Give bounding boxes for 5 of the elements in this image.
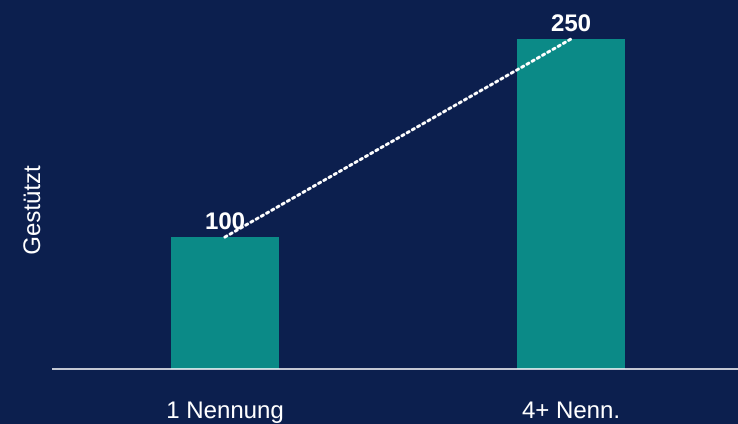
y-axis-title: Gestützt	[19, 164, 46, 255]
data-label: 100	[204, 208, 246, 235]
x-tick-label: 1 Nennung	[166, 397, 284, 424]
data-label: 250	[550, 10, 592, 37]
x-tick-label: 4+ Nenn.	[522, 397, 620, 424]
